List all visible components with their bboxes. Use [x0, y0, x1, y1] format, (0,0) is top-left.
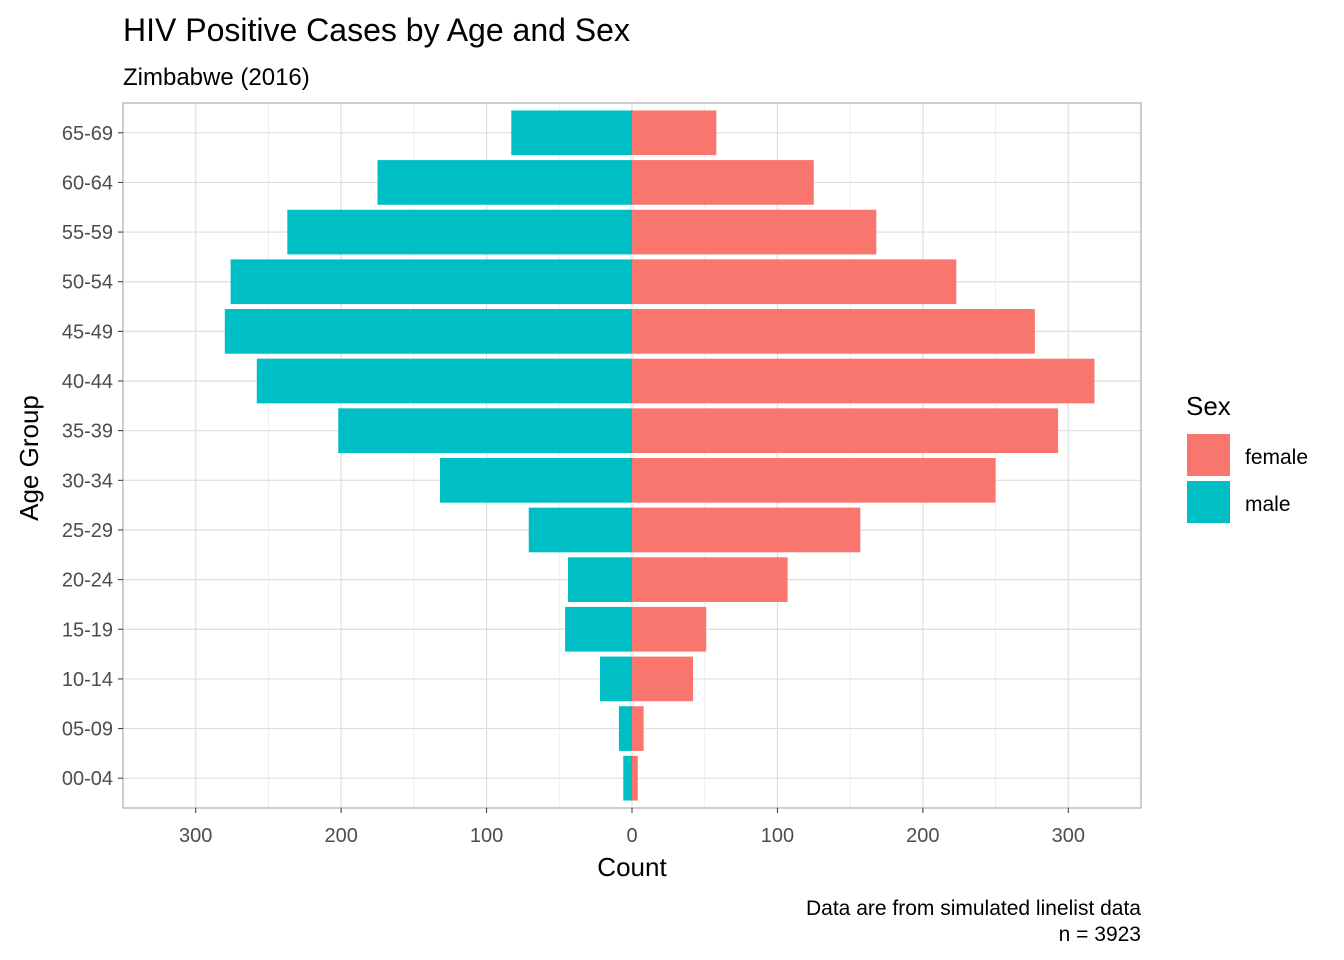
- bar-female-45-49: [632, 309, 1035, 354]
- legend-swatch-female: [1187, 434, 1230, 476]
- y-tick-label: 35-39: [62, 421, 113, 443]
- bar-male-35-39: [338, 408, 632, 454]
- bar-female-60-64: [632, 160, 814, 205]
- y-tick-label: 10-14: [62, 669, 113, 691]
- legend-swatch-male: [1187, 481, 1230, 523]
- bar-female-10-14: [632, 656, 694, 702]
- bar-female-00-04: [632, 755, 638, 801]
- x-tick-label: 0: [626, 825, 637, 847]
- x-tick-label: 300: [179, 825, 212, 847]
- bar-male-20-24: [568, 557, 632, 602]
- y-tick-label: 65-69: [62, 123, 113, 145]
- caption-line-1: Data are from simulated linelist data: [806, 897, 1141, 920]
- bar-male-60-64: [377, 160, 632, 205]
- y-tick-label: 25-29: [62, 520, 113, 542]
- bar-female-05-09: [632, 706, 644, 751]
- bar-male-10-14: [600, 656, 632, 702]
- bar-female-25-29: [632, 507, 861, 553]
- y-tick-label: 00-04: [62, 768, 113, 790]
- legend-title: Sex: [1186, 391, 1231, 421]
- bar-female-20-24: [632, 557, 788, 602]
- bar-male-40-44: [256, 358, 632, 404]
- bar-female-15-19: [632, 606, 707, 652]
- x-axis-title: Count: [597, 852, 667, 882]
- legend-label-female: female: [1245, 446, 1308, 469]
- y-tick-label: 45-49: [62, 321, 113, 343]
- y-tick-label: 40-44: [62, 371, 113, 393]
- bar-male-65-69: [511, 110, 632, 156]
- bar-female-50-54: [632, 259, 957, 305]
- y-tick-label: 15-19: [62, 619, 113, 641]
- chart-subtitle: Zimbabwe (2016): [123, 64, 310, 91]
- bar-female-30-34: [632, 457, 996, 503]
- bar-female-40-44: [632, 358, 1095, 404]
- y-tick-label: 20-24: [62, 570, 113, 592]
- grid-lines: [122, 103, 1142, 808]
- bar-male-50-54: [230, 259, 633, 305]
- legend-label-male: male: [1245, 493, 1291, 516]
- y-axis-tick-labels: 00-04 05-09 10-14 15-19 20-24 25-29 30-34 35-39…: [62, 123, 123, 790]
- y-tick-label: 30-34: [62, 470, 113, 492]
- x-tick-label: 200: [906, 825, 939, 847]
- bar-male-55-59: [287, 209, 632, 255]
- x-tick-label: 100: [470, 825, 503, 847]
- legend: Sex female male: [1186, 391, 1308, 523]
- caption-line-2: n = 3923: [1059, 923, 1141, 946]
- y-tick-label: 50-54: [62, 272, 113, 294]
- y-tick-label: 60-64: [62, 172, 113, 194]
- bar-male-00-04: [623, 755, 632, 801]
- bar-female-65-69: [632, 110, 717, 156]
- bar-male-30-34: [440, 457, 632, 503]
- y-tick-label: 55-59: [62, 222, 113, 244]
- x-tick-label: 300: [1052, 825, 1085, 847]
- bar-male-05-09: [618, 706, 632, 751]
- bar-male-15-19: [565, 606, 632, 652]
- bar-male-25-29: [528, 507, 632, 553]
- x-tick-label: 200: [324, 825, 357, 847]
- bar-male-45-49: [224, 309, 633, 354]
- x-axis-tick-labels: 300 200 100 0 100 200 300: [179, 808, 1085, 847]
- bar-female-35-39: [632, 408, 1059, 454]
- y-axis-title: Age Group: [14, 395, 44, 521]
- chart-title: HIV Positive Cases by Age and Sex: [123, 12, 630, 48]
- bar-female-55-59: [632, 209, 877, 255]
- bars: [224, 110, 1095, 801]
- x-tick-label: 100: [761, 825, 794, 847]
- y-tick-label: 05-09: [62, 719, 113, 741]
